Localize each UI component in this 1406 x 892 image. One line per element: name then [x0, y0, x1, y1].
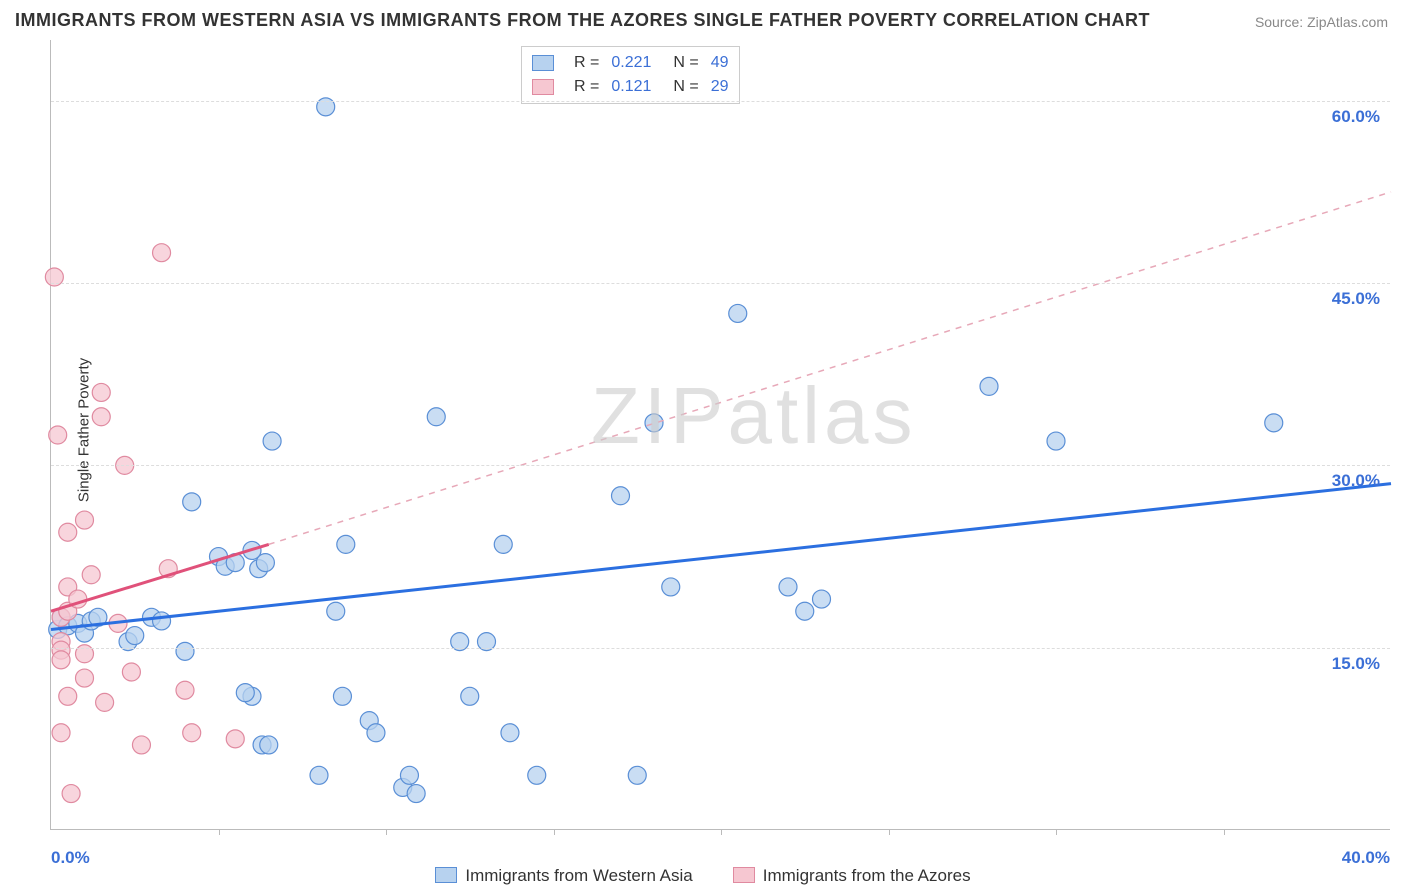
scatter-point [645, 414, 663, 432]
scatter-point [183, 724, 201, 742]
r-label: R = [574, 54, 599, 72]
legend-item: Immigrants from the Azores [733, 866, 971, 886]
x-tick-mark [721, 829, 722, 835]
scatter-point [52, 724, 70, 742]
x-tick-mark [219, 829, 220, 835]
scatter-point [176, 681, 194, 699]
scatter-point [662, 578, 680, 596]
stats-legend-row: R = 0.121 N = 29 [532, 75, 729, 99]
x-tick-mark [889, 829, 890, 835]
gridline [51, 101, 1390, 102]
r-value: 0.121 [611, 78, 651, 96]
scatter-point [176, 642, 194, 660]
n-value: 49 [711, 54, 729, 72]
scatter-point [59, 523, 77, 541]
scatter-point [310, 766, 328, 784]
trend-line [269, 192, 1391, 544]
scatter-point [92, 408, 110, 426]
chart-title: IMMIGRANTS FROM WESTERN ASIA VS IMMIGRAN… [15, 10, 1150, 31]
scatter-point [226, 730, 244, 748]
scatter-point [96, 693, 114, 711]
stats-legend: R = 0.221 N = 49 R = 0.121 N = 29 [521, 46, 740, 104]
y-tick-label: 15.0% [1332, 654, 1380, 674]
r-value: 0.221 [611, 54, 651, 72]
scatter-point [76, 669, 94, 687]
scatter-point [813, 590, 831, 608]
scatter-point [494, 535, 512, 553]
legend-swatch [435, 867, 457, 883]
scatter-point [407, 785, 425, 803]
y-tick-label: 45.0% [1332, 289, 1380, 309]
scatter-point [76, 511, 94, 529]
legend-item: Immigrants from Western Asia [435, 866, 692, 886]
n-label: N = [673, 54, 698, 72]
scatter-point [256, 554, 274, 572]
gridline [51, 283, 1390, 284]
scatter-point [528, 766, 546, 784]
source-name: ZipAtlas.com [1307, 14, 1388, 30]
x-tick-mark [1224, 829, 1225, 835]
stats-legend-row: R = 0.221 N = 49 [532, 51, 729, 75]
plot-area: ZIPatlas R =0.221N =49R =0.121N =29 15.0… [50, 40, 1390, 830]
scatter-point [1265, 414, 1283, 432]
x-tick-mark [1056, 829, 1057, 835]
scatter-point [132, 736, 150, 754]
y-tick-label: 30.0% [1332, 471, 1380, 491]
scatter-point [367, 724, 385, 742]
source-label: Source: ZipAtlas.com [1255, 14, 1388, 30]
series-legend: Immigrants from Western Asia Immigrants f… [0, 866, 1406, 886]
scatter-point [62, 785, 80, 803]
chart-container: IMMIGRANTS FROM WESTERN ASIA VS IMMIGRAN… [0, 0, 1406, 892]
plot-svg [51, 40, 1390, 829]
legend-swatch [532, 79, 554, 95]
gridline [51, 648, 1390, 649]
scatter-point [153, 244, 171, 262]
y-tick-label: 60.0% [1332, 107, 1380, 127]
x-tick-label: 0.0% [51, 848, 90, 868]
scatter-point [327, 602, 345, 620]
scatter-point [400, 766, 418, 784]
x-tick-label: 40.0% [1342, 848, 1390, 868]
x-tick-mark [386, 829, 387, 835]
n-label: N = [673, 78, 698, 96]
scatter-point [183, 493, 201, 511]
scatter-point [236, 684, 254, 702]
scatter-point [153, 612, 171, 630]
scatter-point [52, 651, 70, 669]
scatter-point [796, 602, 814, 620]
scatter-point [333, 687, 351, 705]
scatter-point [1047, 432, 1065, 450]
scatter-point [779, 578, 797, 596]
scatter-point [461, 687, 479, 705]
legend-label: Immigrants from Western Asia [465, 866, 692, 885]
r-label: R = [574, 78, 599, 96]
scatter-point [427, 408, 445, 426]
scatter-point [612, 487, 630, 505]
scatter-point [92, 383, 110, 401]
n-value: 29 [711, 78, 729, 96]
legend-swatch [733, 867, 755, 883]
scatter-point [126, 627, 144, 645]
legend-swatch [532, 55, 554, 71]
scatter-point [628, 766, 646, 784]
scatter-point [59, 687, 77, 705]
gridline [51, 465, 1390, 466]
scatter-point [260, 736, 278, 754]
source-prefix: Source: [1255, 14, 1303, 30]
scatter-point [49, 426, 67, 444]
x-tick-mark [554, 829, 555, 835]
scatter-point [82, 566, 100, 584]
scatter-point [263, 432, 281, 450]
scatter-point [980, 377, 998, 395]
scatter-point [337, 535, 355, 553]
scatter-point [729, 304, 747, 322]
scatter-point [501, 724, 519, 742]
scatter-point [122, 663, 140, 681]
legend-label: Immigrants from the Azores [763, 866, 971, 885]
